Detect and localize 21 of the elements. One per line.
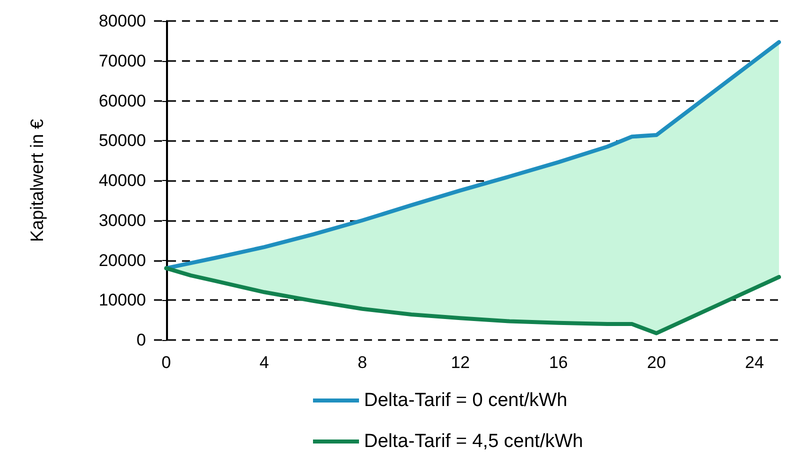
x-tick-label: 24 [745,353,764,372]
x-tick-label: 0 [162,353,171,372]
y-tick-label: 40000 [98,171,146,190]
y-tick-label: 80000 [98,12,146,30]
line-series [164,40,781,270]
x-tick-label: 20 [646,353,666,372]
y-tick-label: 30000 [98,210,146,230]
y-tick-label: 20000 [98,250,146,270]
x-tick-label: 12 [450,353,470,372]
x-tick-label: 4 [260,353,270,372]
y-tick-label: 50000 [98,131,146,150]
x-tick-label: 8 [358,353,368,372]
y-tick-label: 60000 [98,91,146,110]
y-axis-title: Kapitalwert in € [27,118,47,242]
y-tick-label: 10000 [98,290,146,310]
line-series [164,266,781,336]
x-tick-label: 16 [548,353,568,372]
legend-label: Delta-Tarif = 4,5 cent/kWh [364,431,584,452]
y-tick-label: 70000 [98,51,146,70]
y-tick-label: 0 [136,330,146,350]
legend-label: Delta-Tarif = 0 cent/kWh [364,390,568,411]
